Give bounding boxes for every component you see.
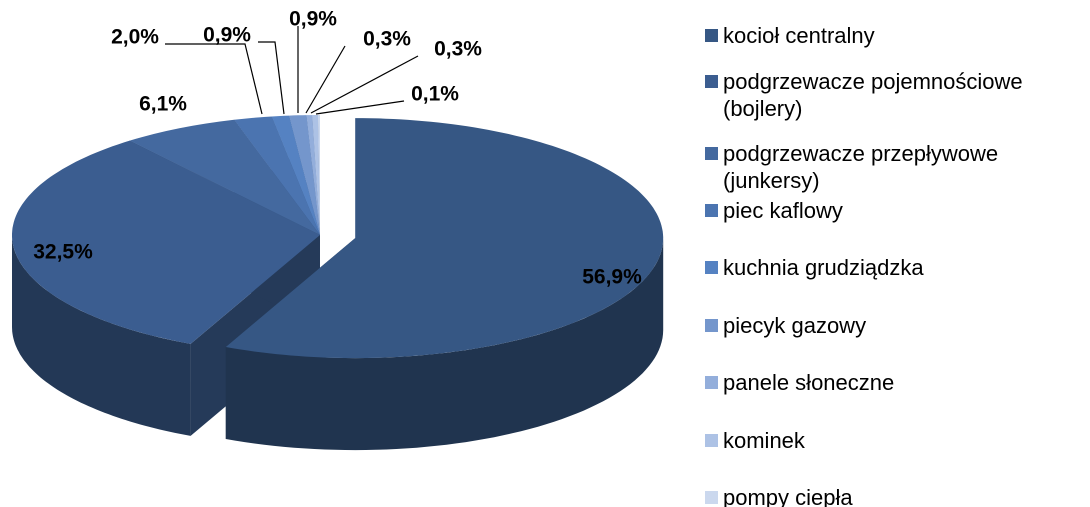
data-label: 0,3%	[363, 28, 411, 51]
legend-swatch	[705, 319, 718, 332]
data-label: 0,9%	[289, 8, 337, 31]
legend-swatch	[705, 29, 718, 42]
legend-swatch	[705, 491, 718, 504]
legend-label: panele słoneczne	[723, 370, 895, 395]
legend-label: podgrzewacze pojemnościowe (bojlery)	[723, 69, 1023, 121]
data-label: 0,9%	[203, 24, 251, 47]
legend-item: kuchnia grudziądzka	[705, 254, 1085, 281]
legend-item: pompy ciepła	[705, 484, 1085, 507]
legend-item: kocioł centralny	[705, 22, 1085, 49]
slice	[306, 115, 320, 235]
legend-swatch	[705, 261, 718, 274]
legend-swatch	[705, 75, 718, 88]
legend-item: piecyk gazowy	[705, 312, 1085, 339]
legend-swatch	[705, 376, 718, 389]
legend-label: piecyk gazowy	[723, 313, 867, 338]
slice	[225, 118, 664, 359]
slice	[318, 115, 320, 235]
legend-label: piec kaflowy	[723, 198, 843, 223]
slice-wall	[12, 235, 191, 436]
data-label: 0,3%	[434, 38, 482, 61]
legend-item: podgrzewacze pojemnościowe (bojlery)	[705, 68, 1085, 122]
legend-swatch	[705, 204, 718, 217]
leader-line	[315, 100, 405, 115]
legend-label: kominek	[723, 428, 805, 453]
data-label: 2,0%	[111, 26, 159, 49]
legend-swatch	[705, 147, 718, 160]
slice	[312, 115, 320, 235]
data-label: 6,1%	[139, 93, 187, 116]
data-label: 56,9%	[582, 266, 642, 289]
legend-label: kuchnia grudziądzka	[723, 255, 924, 280]
legend-label: pompy ciepła	[723, 485, 853, 507]
slice-wall	[225, 238, 664, 451]
leader-line	[305, 45, 346, 114]
legend-item: podgrzewacze przepływowe (junkersy)	[705, 140, 1085, 194]
data-label: 32,5%	[33, 241, 93, 264]
leader-line	[310, 55, 419, 114]
slice	[129, 119, 320, 235]
data-label: 0,1%	[411, 83, 459, 106]
slice	[271, 115, 320, 235]
legend-label: podgrzewacze przepływowe (junkersy)	[723, 141, 999, 193]
slice	[289, 115, 320, 235]
legend-label: kocioł centralny	[723, 23, 875, 48]
legend-item: piec kaflowy	[705, 197, 1085, 224]
leader-line	[258, 41, 285, 115]
slice	[12, 140, 320, 344]
leader-line	[165, 43, 263, 115]
slice	[234, 116, 320, 235]
legend-item: kominek	[705, 427, 1085, 454]
legend-swatch	[705, 434, 718, 447]
legend-item: panele słoneczne	[705, 369, 1085, 396]
